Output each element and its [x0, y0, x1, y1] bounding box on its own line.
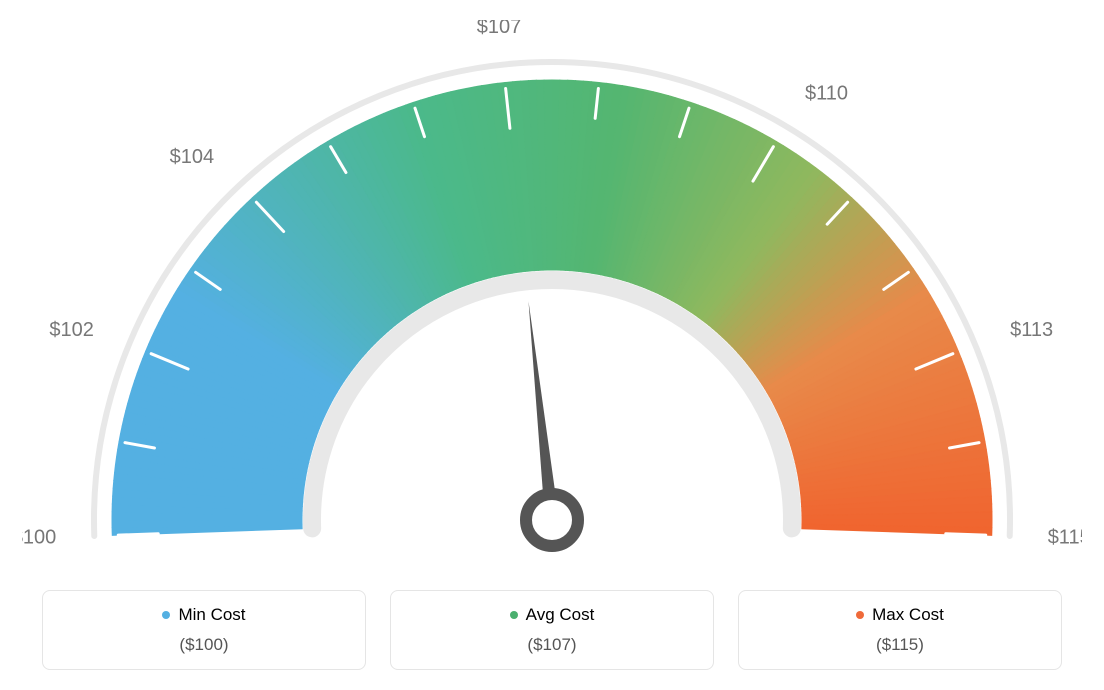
- legend-row: Min Cost ($100) Avg Cost ($107) Max Cost…: [42, 590, 1062, 670]
- gauge-tick-label: $102: [49, 319, 94, 341]
- gauge-tick-label: $113: [1010, 319, 1053, 341]
- legend-card-avg: Avg Cost ($107): [390, 590, 714, 670]
- legend-avg-label: Avg Cost: [526, 605, 595, 625]
- gauge-needle: [528, 301, 558, 520]
- legend-min-dot: [162, 611, 170, 619]
- legend-min-label: Min Cost: [178, 605, 245, 625]
- legend-card-min: Min Cost ($100): [42, 590, 366, 670]
- legend-max-label: Max Cost: [872, 605, 944, 625]
- legend-max-value: ($115): [739, 635, 1061, 655]
- legend-max-dot: [856, 611, 864, 619]
- gauge-canvas: $100 $102 $104 $107 $110 $113 $115: [22, 20, 1082, 580]
- gauge-svg: $100 $102 $104 $107 $110 $113 $115: [22, 20, 1082, 580]
- gauge-tick-label: $110: [805, 82, 848, 104]
- gauge-needle-hub: [526, 494, 578, 546]
- gauge-tick-label: $107: [477, 20, 522, 38]
- legend-min-value: ($100): [43, 635, 365, 655]
- legend-avg-value: ($107): [391, 635, 713, 655]
- gauge-band: [112, 80, 992, 535]
- gauge-tick-label: $100: [22, 526, 56, 548]
- legend-max-title: Max Cost: [856, 605, 944, 625]
- legend-avg-title: Avg Cost: [510, 605, 595, 625]
- gauge-tick-label: $104: [170, 146, 215, 168]
- legend-avg-dot: [510, 611, 518, 619]
- legend-min-title: Min Cost: [162, 605, 245, 625]
- gauge-tick-label: $115: [1048, 526, 1082, 548]
- cost-gauge-chart: $100 $102 $104 $107 $110 $113 $115 Min Cost ($…: [20, 20, 1084, 670]
- legend-card-max: Max Cost ($115): [738, 590, 1062, 670]
